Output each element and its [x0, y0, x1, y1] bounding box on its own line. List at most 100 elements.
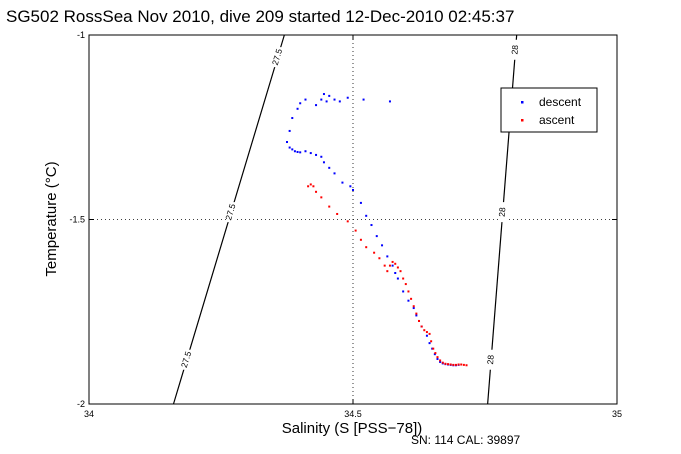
descent-point	[328, 94, 331, 97]
ascent-point	[373, 251, 376, 254]
ascent-point	[399, 270, 402, 273]
descent-point	[328, 166, 331, 169]
ascent-point	[365, 246, 368, 249]
descent-point	[431, 347, 434, 350]
ascent-point	[394, 262, 397, 265]
descent-point	[396, 277, 399, 280]
descent-point	[333, 172, 336, 175]
descent-point	[428, 342, 431, 345]
y-tick-label: -1	[77, 30, 85, 40]
descent-point	[349, 185, 352, 188]
ascent-point	[378, 257, 381, 260]
contour-label-gap	[227, 202, 236, 223]
ascent-point	[430, 340, 433, 343]
descent-point	[299, 151, 302, 154]
ascent-point	[386, 270, 389, 273]
x-axis-label: Salinity (S [PSS−78])	[282, 420, 422, 437]
descent-point	[291, 148, 294, 151]
ascent-point	[428, 332, 431, 335]
y-axis-label: Temperature (°C)	[43, 161, 60, 276]
descent-point	[386, 255, 389, 258]
ascent-point	[432, 347, 435, 350]
descent-point	[325, 100, 328, 103]
ascent-point	[425, 331, 428, 334]
ascent-point	[328, 205, 331, 208]
ascent-point	[434, 352, 437, 355]
descent-point	[412, 307, 415, 310]
ascent-point	[391, 260, 394, 263]
descent-point	[286, 141, 288, 144]
ascent-point	[444, 362, 447, 365]
ascent-point	[383, 264, 386, 267]
contour-label-gap	[273, 47, 282, 68]
ascent-point	[454, 363, 457, 366]
descent-point	[436, 357, 439, 360]
ascent-point	[315, 190, 318, 193]
ascent-point	[465, 364, 468, 367]
ascent-point	[312, 185, 315, 188]
contour-label: 27.5	[179, 350, 193, 369]
contour-label: 28	[497, 207, 508, 217]
ascent-point	[410, 297, 413, 300]
descent-point	[338, 100, 341, 103]
ascent-point	[388, 264, 391, 267]
serial-calibration-text: SN: 114 CAL: 39897	[411, 433, 521, 447]
contour-label: 28	[485, 354, 496, 364]
descent-point	[407, 299, 410, 302]
ascent-point	[415, 312, 418, 315]
ascent-point	[404, 283, 407, 286]
legend-marker-ascent	[521, 119, 524, 122]
descent-point	[288, 129, 291, 132]
descent-point	[370, 224, 373, 227]
descent-point	[309, 152, 312, 155]
descent-point	[341, 181, 344, 184]
ascent-point	[396, 266, 399, 269]
contour-label-gap	[511, 39, 520, 60]
descent-point	[425, 334, 428, 337]
x-tick-label: 34	[84, 409, 94, 419]
ascent-point	[407, 290, 410, 293]
descent-point	[322, 93, 325, 96]
contour-label: 28	[509, 44, 520, 54]
ascent-point	[447, 363, 450, 366]
descent-point	[415, 314, 418, 317]
ascent-point	[359, 238, 362, 241]
ascent-point	[449, 363, 452, 366]
descent-point	[359, 201, 362, 204]
descent-point	[293, 150, 296, 153]
plot-area: 34 34.5 35 -2 -1.5 -1 27.5 27.5 27.5 28 28 28 descen…	[69, 30, 622, 419]
x-tick-label: 35	[612, 409, 622, 419]
ascent-point	[320, 196, 323, 199]
y-tick-label: -1.5	[69, 215, 85, 225]
descent-point	[391, 264, 394, 267]
contour-label-gap	[498, 202, 507, 223]
descent-point	[381, 244, 384, 247]
descent-point	[304, 150, 307, 153]
descent-point	[320, 98, 323, 101]
descent-point	[322, 161, 325, 164]
ascent-point	[439, 359, 442, 362]
legend-label-descent: descent	[539, 95, 582, 109]
descent-point	[333, 98, 336, 101]
ascent-point	[309, 183, 312, 186]
contour-label: 27.5	[223, 202, 237, 221]
ascent-point	[441, 361, 444, 364]
ascent-point	[452, 363, 455, 366]
ascent-point	[346, 220, 349, 223]
y-tick-label: -2	[77, 399, 85, 409]
ascent-point	[457, 363, 460, 366]
descent-point	[433, 353, 436, 356]
ascent-point	[418, 319, 420, 322]
contour-label-gap	[487, 349, 496, 370]
descent-point	[288, 146, 291, 149]
legend-box	[500, 87, 598, 133]
descent-point	[402, 290, 405, 293]
chart-title: SG502 RossSea Nov 2010, dive 209 started…	[6, 7, 514, 26]
descent-point	[304, 98, 307, 101]
descent-point	[299, 102, 302, 105]
descent-point	[315, 104, 318, 107]
legend-marker-descent	[521, 101, 524, 104]
ascent-point	[436, 356, 439, 359]
